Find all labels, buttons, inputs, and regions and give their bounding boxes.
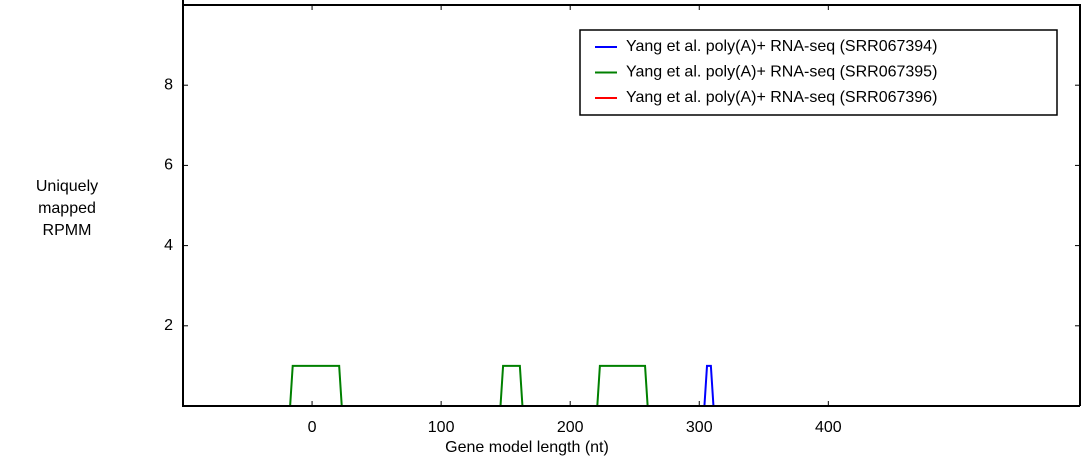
series-line — [183, 364, 1042, 407]
y-tick-label: 8 — [164, 76, 173, 93]
legend-label: Yang et al. poly(A)+ RNA-seq (SRR067395) — [626, 64, 937, 81]
x-tick-label: 300 — [686, 419, 713, 436]
y-tick-label: 2 — [164, 317, 173, 334]
axes-frame — [182, 0, 1081, 407]
y-tick-label: 6 — [164, 157, 173, 174]
legend-label: Yang et al. poly(A)+ RNA-seq (SRR067394) — [626, 38, 937, 55]
legend-label: Yang et al. poly(A)+ RNA-seq (SRR067396) — [626, 89, 937, 106]
x-axis-label: Gene model length (nt) — [445, 439, 609, 456]
x-tick-label: 200 — [557, 419, 584, 436]
x-tick-label: 100 — [428, 419, 455, 436]
series-line — [183, 364, 1074, 407]
x-tick-label: 0 — [308, 419, 317, 436]
legend-box — [579, 29, 1058, 116]
y-axis-label: Uniquely mapped RPMM — [35, 178, 99, 239]
y-tick-label: 4 — [164, 237, 173, 254]
x-tick-label: 400 — [815, 419, 842, 436]
